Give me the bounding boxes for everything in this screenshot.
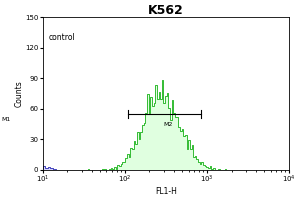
Title: K562: K562 [148,4,184,17]
Text: M2: M2 [164,122,173,127]
X-axis label: FL1-H: FL1-H [155,187,177,196]
Y-axis label: Counts: Counts [15,80,24,107]
Text: M1: M1 [2,117,11,122]
Text: control: control [49,33,76,42]
